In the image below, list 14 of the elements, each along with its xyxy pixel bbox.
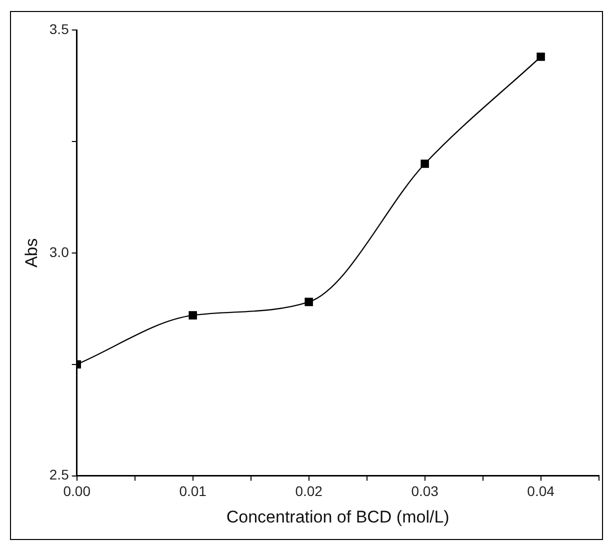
y-axis-title: Abs: [22, 238, 41, 268]
point: [188, 311, 197, 320]
x-tick-label: 0.01: [179, 483, 207, 500]
point: [536, 52, 545, 61]
y-tick-label: 2.5: [49, 466, 70, 483]
x-tick-label: 0.02: [295, 483, 323, 500]
x-tick-label: 0.04: [527, 483, 555, 500]
x-tick-label: 0.03: [411, 483, 439, 500]
x-tick-label: 0.00: [63, 483, 91, 500]
y-tick-label: 3.0: [49, 244, 70, 260]
x-axis-title: Concentration of BCD (mol/L): [226, 507, 450, 526]
y-tick-label: 3.5: [49, 20, 70, 37]
point: [420, 160, 429, 168]
point: [304, 298, 313, 306]
